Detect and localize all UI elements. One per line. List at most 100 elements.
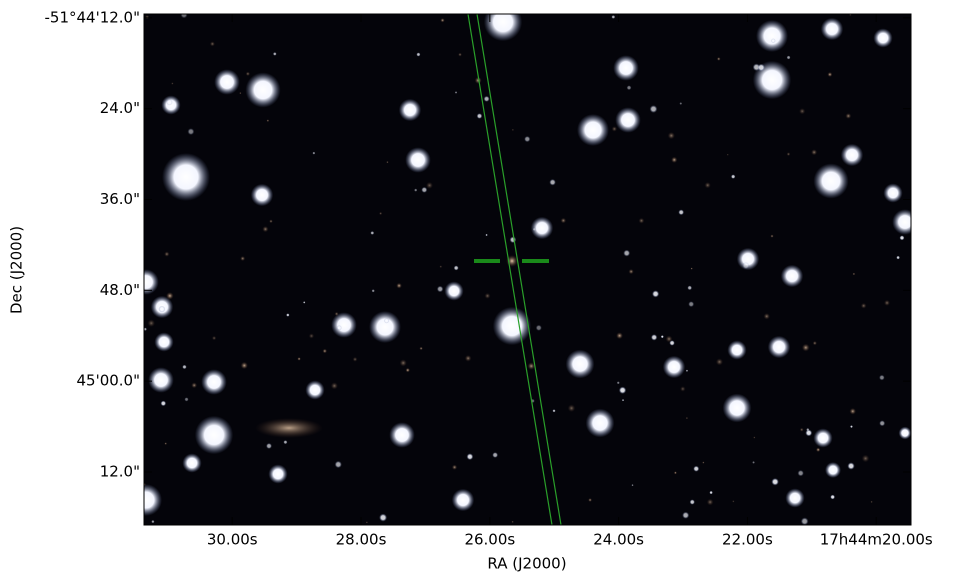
faint-star	[638, 217, 645, 224]
slit-line	[476, 14, 562, 525]
star	[585, 408, 615, 438]
faint-star	[483, 95, 490, 102]
faint-star	[800, 517, 809, 525]
faint-star	[797, 469, 804, 477]
star	[722, 393, 752, 423]
faint-star	[286, 313, 290, 317]
faint-star	[511, 128, 515, 132]
faint-star	[685, 369, 689, 372]
faint-star	[421, 186, 428, 193]
faint-star	[476, 113, 483, 119]
faint-star	[532, 227, 536, 231]
faint-star	[628, 268, 634, 275]
faint-star	[715, 358, 724, 366]
faint-star	[757, 63, 765, 72]
faint-star	[896, 255, 900, 260]
faint-star	[679, 102, 683, 105]
faint-star	[352, 356, 358, 362]
x-tick-label: 26.00s	[464, 531, 515, 549]
faint-star	[669, 340, 675, 346]
faint-star	[621, 399, 625, 402]
star	[268, 464, 288, 484]
faint-star	[180, 14, 188, 19]
star	[615, 107, 641, 133]
faint-star	[827, 72, 833, 77]
faint-star	[245, 71, 251, 77]
faint-star	[726, 153, 729, 156]
faint-star	[272, 52, 277, 56]
faint-star	[383, 318, 390, 324]
star	[369, 311, 401, 343]
star	[331, 312, 357, 338]
faint-star	[847, 462, 855, 470]
faint-star	[240, 256, 246, 262]
x-tick-label: 30.00s	[207, 531, 258, 549]
faint-star	[209, 41, 215, 47]
star	[565, 349, 595, 379]
faint-star	[164, 251, 170, 257]
x-tick-label: 22.00s	[722, 531, 773, 549]
faint-star	[848, 14, 852, 17]
faint-star	[742, 261, 750, 270]
faint-star	[680, 386, 686, 392]
faint-star	[688, 301, 695, 308]
faint-star	[805, 429, 813, 437]
faint-star	[303, 301, 306, 304]
faint-star	[753, 436, 756, 439]
faint-star	[815, 447, 821, 452]
star	[389, 422, 415, 448]
faint-star	[806, 428, 810, 432]
faint-star	[182, 364, 187, 370]
faint-star	[852, 272, 856, 276]
y-axis-label: Dec (J2000)	[8, 226, 26, 314]
faint-star	[416, 52, 421, 57]
faint-star	[474, 76, 482, 84]
faint-star	[770, 38, 776, 44]
star	[483, 14, 523, 42]
star	[250, 183, 274, 207]
faint-star	[151, 519, 155, 524]
faint-star	[297, 357, 301, 361]
star	[144, 484, 162, 516]
y-tick-label: 45'00.0"	[76, 372, 140, 390]
faint-star	[588, 498, 593, 502]
star	[613, 55, 639, 81]
x-tick-label: 24.00s	[593, 531, 644, 549]
star	[214, 69, 240, 95]
star	[398, 98, 422, 122]
faint-star	[883, 299, 891, 306]
faint-star	[623, 249, 631, 257]
faint-star	[730, 174, 736, 179]
frame	[143, 13, 912, 526]
star	[736, 247, 760, 271]
star	[148, 367, 174, 393]
faint-star	[158, 305, 166, 313]
faint-star	[652, 290, 660, 298]
faint-star	[191, 382, 198, 389]
faint-star	[371, 289, 375, 293]
faint-star	[763, 313, 770, 320]
star	[820, 17, 844, 41]
faint-star	[266, 119, 270, 123]
faint-star	[812, 340, 817, 346]
faint-star	[771, 478, 779, 486]
faint-star	[626, 85, 632, 91]
star	[813, 428, 833, 448]
faint-star	[262, 226, 269, 233]
faint-star	[667, 131, 675, 140]
faint-star	[379, 513, 388, 522]
faint-star	[786, 55, 791, 60]
faint-star	[649, 105, 658, 113]
star	[756, 20, 788, 52]
faint-star	[184, 397, 189, 402]
faint-star	[458, 52, 462, 57]
faint-star	[860, 302, 867, 309]
star	[785, 488, 805, 508]
faint-star	[269, 219, 273, 224]
star	[182, 453, 202, 473]
star	[780, 264, 804, 288]
faint-star	[484, 292, 491, 299]
faint-star	[386, 160, 389, 164]
faint-star	[396, 282, 402, 289]
